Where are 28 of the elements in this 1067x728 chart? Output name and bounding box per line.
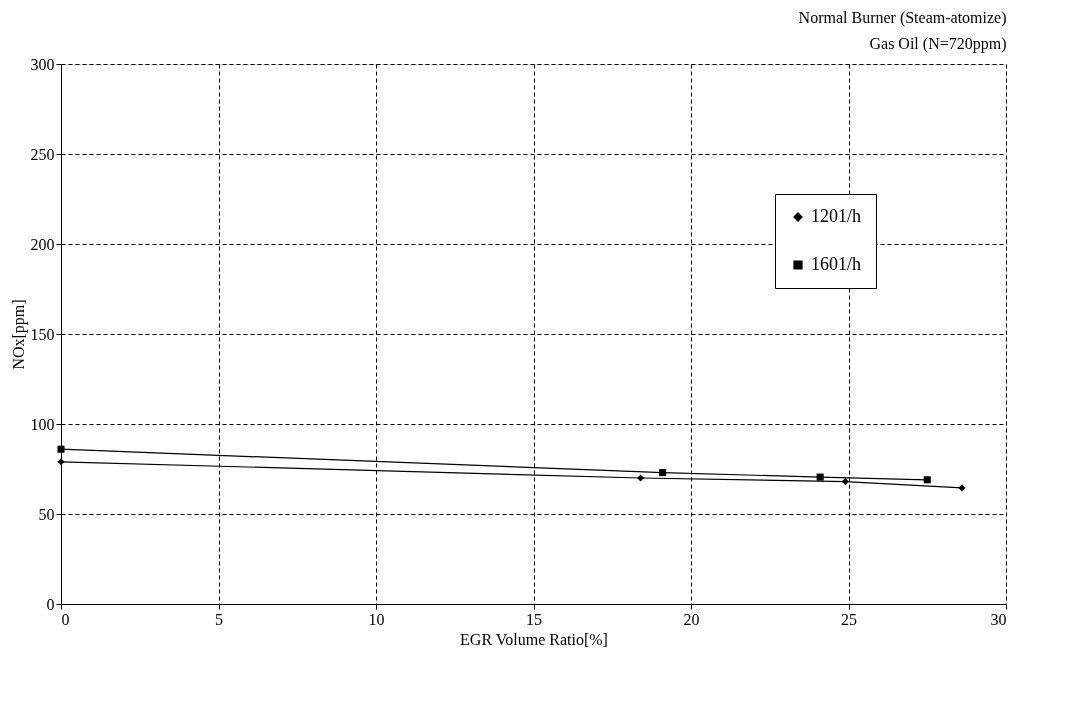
point: [841, 478, 849, 486]
y-axis-title: NOx[ppm]: [9, 299, 28, 370]
y-tick-label: 100: [30, 415, 55, 433]
x-tick-label: 25: [841, 610, 857, 628]
y-tick-label: 200: [30, 235, 55, 253]
chart-title: Normal Burner (Steam-atomize): [798, 9, 1007, 27]
legend-label: 1601/h: [811, 254, 862, 274]
y-tick-label: 50: [38, 505, 55, 523]
y-tick-label: 300: [30, 55, 55, 73]
point: [923, 476, 931, 484]
y-tick-label: 150: [30, 325, 55, 343]
x-tick-label: 30: [990, 610, 1007, 628]
x-tick-label: 15: [526, 610, 542, 628]
point: [57, 445, 65, 453]
x-tick-label: 10: [368, 610, 385, 628]
x-tick-label: 20: [683, 610, 700, 628]
y-tick-label: 0: [46, 595, 55, 613]
x-tick-label: 0: [61, 610, 70, 628]
x-axis-title: EGR Volume Ratio[%]: [460, 630, 608, 648]
y-tick-label: 250: [30, 145, 55, 163]
chart-subtitle: Gas Oil (N=720ppm): [869, 35, 1007, 53]
point: [958, 484, 966, 492]
point: [57, 458, 65, 466]
point: [659, 469, 667, 477]
point: [637, 474, 645, 482]
legend-label: 1201/h: [811, 206, 862, 226]
x-tick-label: 5: [215, 610, 223, 628]
point: [816, 473, 824, 481]
